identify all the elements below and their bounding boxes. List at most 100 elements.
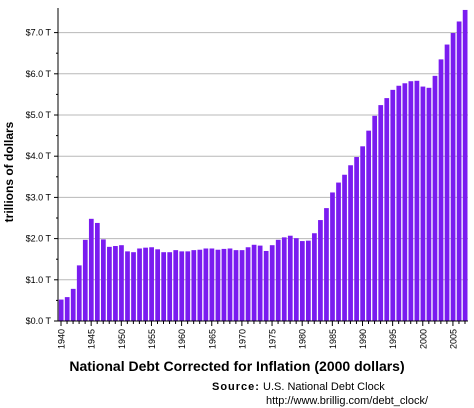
bar (179, 251, 185, 321)
bar (366, 130, 372, 321)
bar (215, 249, 221, 321)
bar (64, 297, 70, 321)
bar (360, 146, 365, 321)
bar (233, 250, 239, 321)
bar (342, 174, 347, 321)
bar (70, 288, 76, 321)
x-tick-label: 1965 (207, 329, 217, 349)
bar (324, 208, 329, 321)
bar (281, 237, 287, 321)
axes (54, 8, 468, 326)
y-tick-label: $4.0 T (26, 151, 52, 161)
bar (456, 21, 462, 321)
source-url: http://www.brillig.com/debt_clock/ (266, 395, 429, 407)
bar (119, 245, 124, 321)
bar (432, 75, 438, 321)
bar (378, 105, 384, 321)
source-text: U.S. National Debt Clock (263, 381, 385, 393)
bar (101, 239, 106, 321)
bar (197, 249, 203, 321)
chart-area: $0.0 T $1.0 T $2.0 T $3.0 T $4.0 T $5.0 T $6.0… (2, 8, 468, 349)
bar (420, 86, 426, 322)
x-tick-label: 1940 (57, 329, 67, 349)
bar (438, 59, 444, 321)
bar (125, 251, 130, 321)
bar (269, 245, 275, 321)
bar (209, 248, 215, 321)
bar (203, 248, 209, 321)
bar (191, 250, 197, 321)
y-tick-label: $0.0 T (26, 316, 52, 326)
y-tick-label: $6.0 T (26, 69, 52, 79)
bar (155, 249, 160, 321)
y-tick-label: $3.0 T (26, 192, 52, 202)
bar (113, 246, 118, 321)
bar (173, 250, 179, 321)
y-tick-label: $1.0 T (26, 275, 52, 285)
bar (426, 87, 432, 321)
x-tick-labels: 1940 1945 1950 1955 1960 1965 1970 1975 1980 1985… (57, 329, 459, 349)
x-tick-label: 2000 (418, 329, 428, 349)
y-tick-labels: $0.0 T $1.0 T $2.0 T $3.0 T $4.0 T $5.0 T $6.0… (26, 28, 52, 326)
bar (384, 98, 390, 321)
bar (372, 115, 378, 321)
bar (312, 233, 317, 321)
bar (462, 9, 468, 321)
x-tick-label: 1945 (87, 329, 97, 349)
y-tick-label: $5.0 T (26, 110, 52, 120)
bar (131, 252, 136, 321)
source-label: Source: (212, 381, 260, 393)
bar (221, 248, 227, 321)
x-tick-label: 1960 (177, 329, 187, 349)
bar (396, 85, 402, 321)
bar (390, 89, 396, 321)
bar (239, 250, 245, 321)
grid-lines (58, 32, 468, 281)
y-tick-label: $2.0 T (26, 234, 52, 244)
bar (450, 33, 456, 322)
x-tick-label: 1950 (117, 329, 127, 349)
x-tick-label: 2005 (448, 329, 458, 349)
bar (137, 248, 142, 321)
bar (414, 80, 420, 321)
bar (402, 83, 408, 321)
bar (348, 165, 353, 321)
bar (263, 250, 269, 321)
bar (275, 239, 281, 321)
bar (318, 220, 323, 321)
bar (167, 252, 173, 321)
bars-group (58, 9, 468, 322)
bar (354, 157, 359, 321)
bar (143, 247, 148, 321)
bar (58, 299, 64, 321)
bar (185, 251, 191, 321)
x-tick-label: 1970 (237, 329, 247, 349)
bar (306, 240, 311, 321)
bar (149, 247, 154, 321)
y-axis-label: trillions of dollars (2, 121, 16, 222)
x-tick-label: 1975 (268, 329, 278, 349)
x-tick-label: 1980 (298, 329, 308, 349)
x-tick-label: 1990 (358, 329, 368, 349)
bar (82, 239, 88, 321)
x-tick-label: 1995 (388, 329, 398, 349)
bar (107, 246, 112, 321)
chart-title: National Debt Corrected for Inflation (2… (69, 358, 405, 374)
bar (227, 248, 233, 321)
bar (161, 252, 167, 321)
bar (293, 238, 299, 321)
bar (330, 192, 335, 321)
bar (444, 44, 450, 321)
y-tick-label: $7.0 T (26, 28, 52, 38)
bar (287, 235, 293, 321)
bar (76, 265, 82, 321)
x-tick-label: 1985 (328, 329, 338, 349)
x-tick-label: 1955 (147, 329, 157, 349)
bar (245, 247, 251, 321)
bar (88, 218, 94, 321)
bar (257, 245, 263, 321)
bar (94, 222, 100, 321)
bar (336, 182, 341, 321)
bar (251, 244, 257, 321)
bar (408, 81, 414, 321)
